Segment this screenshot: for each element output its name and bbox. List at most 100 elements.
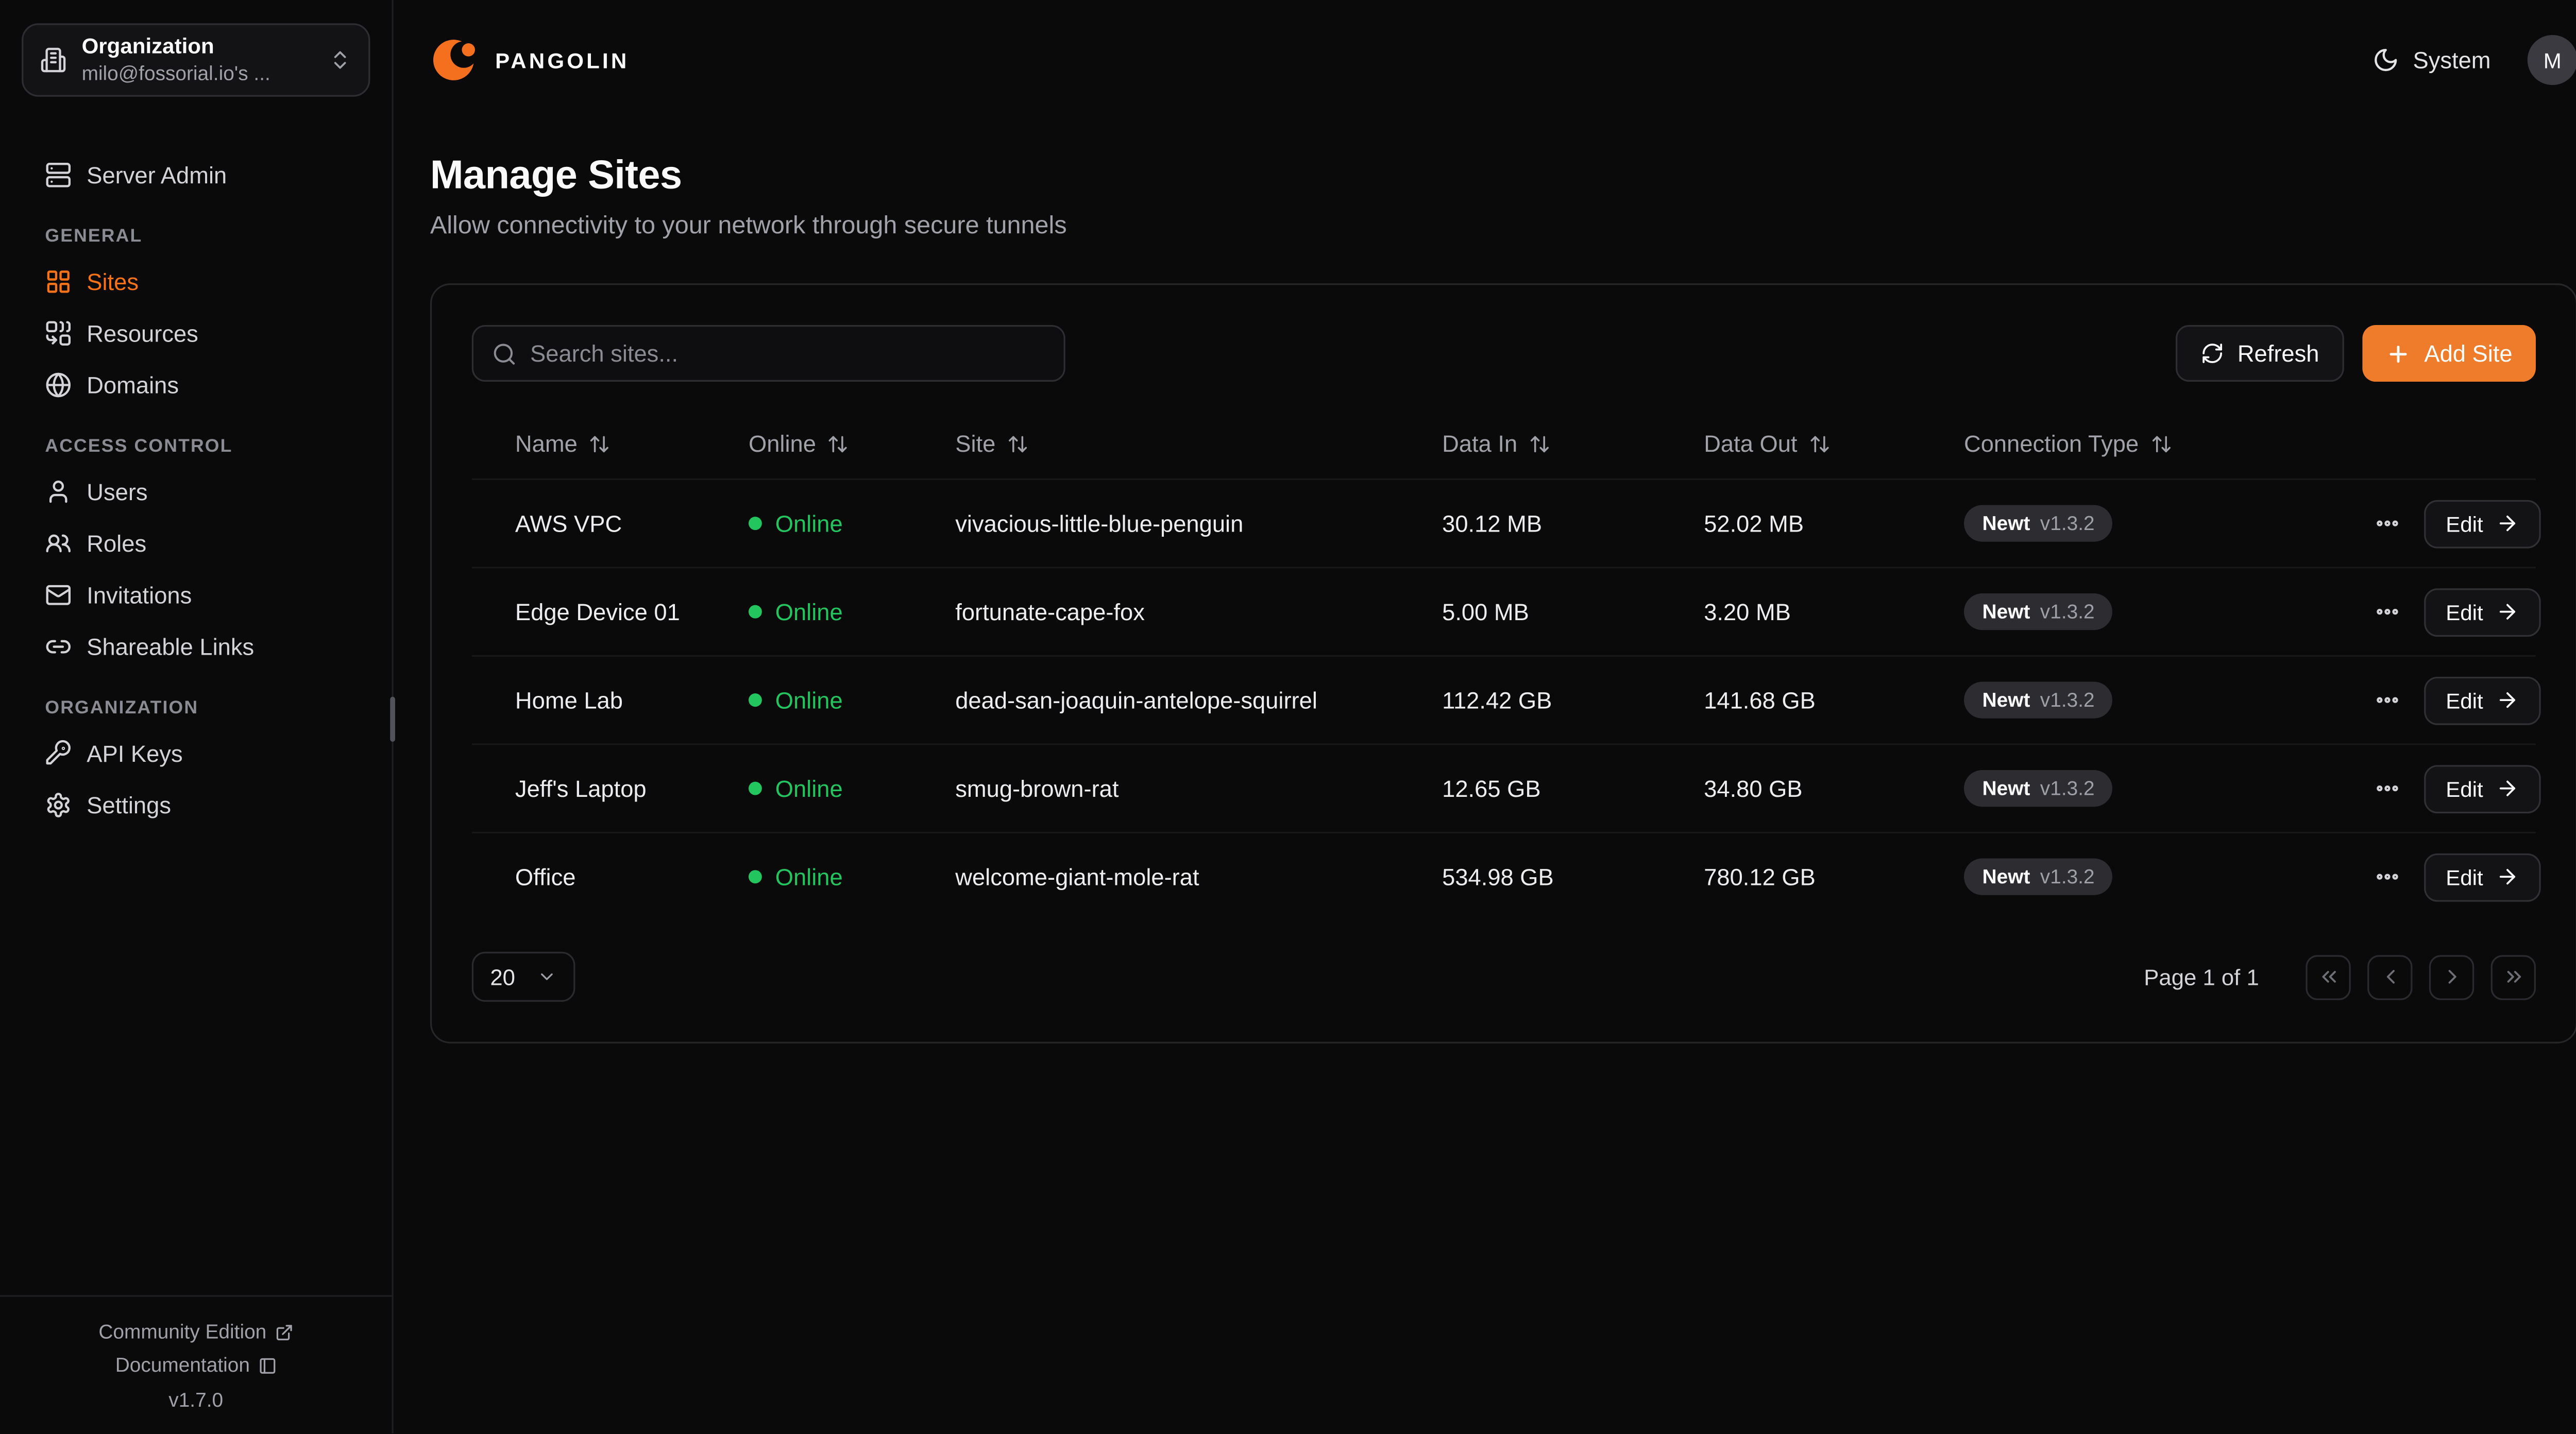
sidebar-item-resources[interactable]: Resources (22, 309, 370, 358)
ellipsis-icon (2377, 520, 2398, 526)
cell-data-in: 112.42 GB (1442, 687, 1552, 714)
refresh-label: Refresh (2237, 340, 2319, 367)
connection-name: Newt (1982, 511, 2030, 535)
online-label: Online (775, 510, 843, 537)
column-header-online[interactable]: Online (749, 430, 955, 457)
online-label: Online (775, 775, 843, 802)
connection-name: Newt (1982, 688, 2030, 712)
sidebar-item-sites[interactable]: Sites (22, 257, 370, 306)
ellipsis-icon (2377, 786, 2398, 792)
documentation-link[interactable]: Documentation (0, 1348, 392, 1382)
sidebar-resize-handle[interactable] (390, 696, 395, 742)
column-header-name[interactable]: Name (515, 430, 749, 457)
pager-buttons (2306, 954, 2536, 999)
sidebar-item-server-admin[interactable]: Server Admin (22, 150, 370, 200)
page-title: Manage Sites (430, 153, 682, 199)
online-dot (748, 870, 762, 884)
search-input[interactable] (530, 340, 1045, 367)
cell-data-out: 780.12 GB (1704, 863, 1816, 891)
column-label: Online (748, 430, 816, 457)
external-link-icon (276, 1324, 292, 1340)
community-edition-link[interactable]: Community Edition (0, 1315, 392, 1348)
org-title: Organization (81, 33, 214, 59)
org-switcher[interactable]: Organization milo@fossorial.io's ... (22, 23, 370, 97)
sidebar-item-settings[interactable]: Settings (22, 780, 370, 830)
connection-badge: Newt v1.3.2 (1964, 593, 2113, 630)
sidebar-item-invitations[interactable]: Invitations (22, 570, 370, 620)
page-size-select[interactable]: 20 (471, 951, 575, 1002)
avatar[interactable]: M (2527, 35, 2576, 86)
sidebar-item-label: Users (87, 478, 148, 505)
brand: PANGOLIN (430, 35, 630, 85)
row-actions: Edit (2367, 499, 2541, 548)
add-site-button[interactable]: Add Site (2362, 325, 2536, 382)
online-dot (748, 605, 762, 619)
row-menu-button[interactable] (2367, 769, 2408, 809)
arrow-up-down-icon (1810, 435, 1829, 452)
sidebar-item-label: API Keys (87, 740, 183, 767)
edit-label: Edit (2446, 510, 2483, 536)
sites-card: Refresh Add Site Name (430, 283, 2576, 1044)
cell-site: vivacious-little-blue-penguin (955, 510, 1244, 537)
connection-name: Newt (1982, 600, 2030, 624)
row-menu-button[interactable] (2367, 857, 2408, 897)
edit-button[interactable]: Edit (2424, 852, 2541, 901)
edit-button[interactable]: Edit (2424, 587, 2541, 636)
user-icon (49, 481, 67, 503)
globe-icon (46, 372, 71, 398)
column-header-data-out[interactable]: Data Out (1704, 430, 1964, 457)
row-menu-button[interactable] (2367, 503, 2408, 543)
last-page-button[interactable] (2490, 954, 2536, 999)
row-menu-button[interactable] (2367, 680, 2408, 720)
connection-version: v1.3.2 (2040, 600, 2095, 624)
edit-button[interactable]: Edit (2424, 499, 2541, 548)
next-page-button[interactable] (2429, 954, 2475, 999)
topbar-right: System M (2373, 35, 2576, 86)
plus-icon (2389, 345, 2407, 362)
edit-button[interactable]: Edit (2424, 676, 2541, 725)
cell-name: Edge Device 01 (515, 598, 680, 625)
row-actions: Edit (2367, 587, 2541, 636)
refresh-icon (2202, 344, 2223, 363)
arrow-up-down-icon (2152, 435, 2171, 452)
sidebar-item-label: Domains (87, 371, 179, 399)
row-menu-button[interactable] (2367, 592, 2408, 632)
link-icon (46, 640, 71, 654)
sidebar-item-domains[interactable]: Domains (22, 360, 370, 410)
sites-table: Name Online Site Data In (471, 408, 2541, 920)
cell-status: Online (748, 599, 955, 625)
sidebar-item-label: Settings (87, 792, 171, 818)
refresh-button[interactable]: Refresh (2176, 325, 2345, 382)
theme-toggle[interactable]: System (2373, 47, 2491, 73)
column-header-site[interactable]: Site (955, 430, 1442, 457)
edit-label: Edit (2446, 687, 2483, 713)
chevron-right-icon (2447, 970, 2456, 984)
column-header-connection-type[interactable]: Connection Type (1964, 430, 2367, 457)
sidebar-item-api-keys[interactable]: API Keys (22, 728, 370, 778)
sidebar-item-shareable-links[interactable]: Shareable Links (22, 622, 370, 672)
cell-data-in: 534.98 GB (1442, 863, 1554, 891)
first-page-button[interactable] (2306, 954, 2351, 999)
pagination: Page 1 of 1 (2144, 954, 2536, 999)
cell-status: Online (748, 775, 955, 802)
previous-page-button[interactable] (2367, 954, 2413, 999)
cell-site: smug-brown-rat (955, 775, 1119, 802)
sidebar-item-label: Sites (87, 268, 139, 295)
toolbar-actions: Refresh Add Site (2176, 325, 2536, 382)
connection-name: Newt (1982, 776, 2030, 800)
chevron-left-icon (2386, 970, 2394, 984)
edit-button[interactable]: Edit (2424, 764, 2541, 813)
cell-data-out: 52.02 MB (1704, 510, 1804, 537)
sidebar-item-roles[interactable]: Roles (22, 518, 370, 568)
connection-version: v1.3.2 (2040, 511, 2095, 535)
column-label: Connection Type (1964, 430, 2139, 457)
connection-badge: Newt v1.3.2 (1964, 505, 2113, 542)
sidebar-item-users[interactable]: Users (22, 467, 370, 517)
community-edition-label: Community Edition (98, 1320, 267, 1344)
column-header-data-in[interactable]: Data In (1442, 430, 1704, 457)
page-subtitle: Allow connectivity to your network throu… (430, 211, 1067, 240)
connection-version: v1.3.2 (2040, 776, 2095, 800)
column-label: Data In (1442, 430, 1518, 457)
arrow-up-down-icon (1009, 435, 1027, 452)
